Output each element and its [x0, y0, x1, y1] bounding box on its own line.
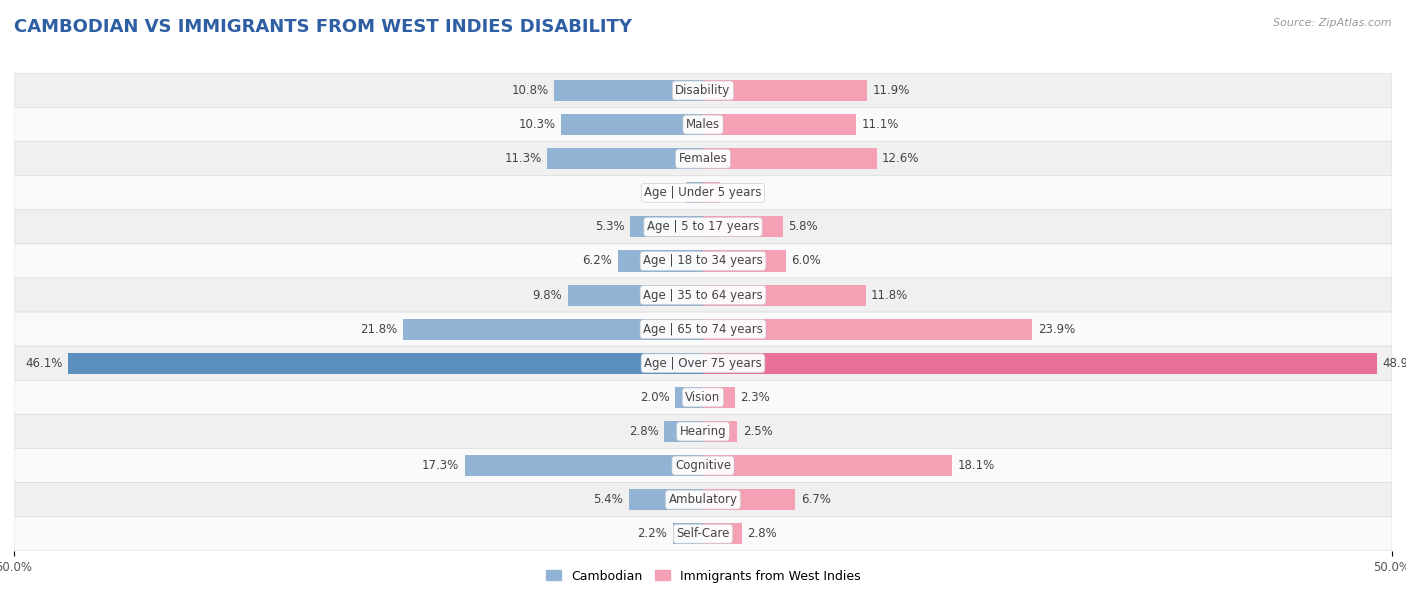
Bar: [703, 80, 868, 101]
Text: Source: ZipAtlas.com: Source: ZipAtlas.com: [1274, 18, 1392, 28]
Text: 2.2%: 2.2%: [637, 528, 668, 540]
Bar: [628, 489, 703, 510]
FancyBboxPatch shape: [14, 380, 1392, 414]
Text: 10.8%: 10.8%: [512, 84, 548, 97]
Bar: [617, 250, 703, 272]
FancyBboxPatch shape: [14, 449, 1392, 483]
Bar: [703, 182, 720, 203]
Text: 5.8%: 5.8%: [789, 220, 818, 233]
Text: Cognitive: Cognitive: [675, 459, 731, 472]
Text: 1.2%: 1.2%: [725, 186, 755, 200]
Text: 48.9%: 48.9%: [1382, 357, 1406, 370]
Bar: [675, 387, 703, 408]
Text: Self-Care: Self-Care: [676, 528, 730, 540]
Bar: [672, 523, 703, 544]
Text: 2.8%: 2.8%: [628, 425, 659, 438]
Text: Disability: Disability: [675, 84, 731, 97]
FancyBboxPatch shape: [14, 210, 1392, 244]
Text: 46.1%: 46.1%: [25, 357, 62, 370]
Text: 6.0%: 6.0%: [792, 255, 821, 267]
Text: 10.3%: 10.3%: [519, 118, 555, 131]
Text: Age | 35 to 64 years: Age | 35 to 64 years: [643, 289, 763, 302]
FancyBboxPatch shape: [14, 108, 1392, 141]
Bar: [703, 114, 856, 135]
Text: 2.5%: 2.5%: [742, 425, 773, 438]
Text: Males: Males: [686, 118, 720, 131]
Text: 18.1%: 18.1%: [957, 459, 995, 472]
Bar: [554, 80, 703, 101]
Text: 21.8%: 21.8%: [360, 323, 396, 335]
Text: Age | 18 to 34 years: Age | 18 to 34 years: [643, 255, 763, 267]
Text: Hearing: Hearing: [679, 425, 727, 438]
FancyBboxPatch shape: [14, 141, 1392, 176]
FancyBboxPatch shape: [14, 278, 1392, 312]
Text: Vision: Vision: [685, 391, 721, 404]
Text: Females: Females: [679, 152, 727, 165]
FancyBboxPatch shape: [14, 414, 1392, 449]
Bar: [703, 353, 1376, 374]
FancyBboxPatch shape: [14, 483, 1392, 517]
Text: Age | 65 to 74 years: Age | 65 to 74 years: [643, 323, 763, 335]
Bar: [547, 148, 703, 170]
Bar: [703, 216, 783, 237]
Text: 11.1%: 11.1%: [862, 118, 898, 131]
FancyBboxPatch shape: [14, 346, 1392, 380]
Text: 11.9%: 11.9%: [873, 84, 910, 97]
Text: 5.3%: 5.3%: [595, 220, 624, 233]
Text: 17.3%: 17.3%: [422, 459, 460, 472]
FancyBboxPatch shape: [14, 517, 1392, 551]
FancyBboxPatch shape: [14, 312, 1392, 346]
Text: 2.8%: 2.8%: [747, 528, 778, 540]
Bar: [630, 216, 703, 237]
Bar: [703, 421, 738, 442]
Text: Age | Under 5 years: Age | Under 5 years: [644, 186, 762, 200]
Bar: [703, 285, 866, 305]
Text: 6.2%: 6.2%: [582, 255, 612, 267]
Text: Age | 5 to 17 years: Age | 5 to 17 years: [647, 220, 759, 233]
Bar: [703, 523, 741, 544]
Bar: [67, 353, 703, 374]
Bar: [703, 148, 876, 170]
Text: Age | Over 75 years: Age | Over 75 years: [644, 357, 762, 370]
Bar: [402, 319, 703, 340]
Bar: [568, 285, 703, 305]
Text: Ambulatory: Ambulatory: [668, 493, 738, 506]
Bar: [703, 319, 1032, 340]
Text: 2.0%: 2.0%: [640, 391, 669, 404]
Bar: [665, 421, 703, 442]
Bar: [686, 182, 703, 203]
Bar: [561, 114, 703, 135]
Text: 23.9%: 23.9%: [1038, 323, 1076, 335]
Text: CAMBODIAN VS IMMIGRANTS FROM WEST INDIES DISABILITY: CAMBODIAN VS IMMIGRANTS FROM WEST INDIES…: [14, 18, 633, 36]
Text: 12.6%: 12.6%: [882, 152, 920, 165]
Text: 11.3%: 11.3%: [505, 152, 541, 165]
Bar: [703, 489, 796, 510]
Bar: [703, 250, 786, 272]
Legend: Cambodian, Immigrants from West Indies: Cambodian, Immigrants from West Indies: [541, 564, 865, 588]
FancyBboxPatch shape: [14, 244, 1392, 278]
Text: 1.2%: 1.2%: [651, 186, 681, 200]
FancyBboxPatch shape: [14, 73, 1392, 108]
Text: 5.4%: 5.4%: [593, 493, 623, 506]
Text: 9.8%: 9.8%: [533, 289, 562, 302]
Text: 6.7%: 6.7%: [801, 493, 831, 506]
Bar: [703, 455, 952, 476]
Bar: [703, 387, 735, 408]
Text: 11.8%: 11.8%: [872, 289, 908, 302]
Text: 2.3%: 2.3%: [740, 391, 770, 404]
FancyBboxPatch shape: [14, 176, 1392, 210]
Bar: [464, 455, 703, 476]
